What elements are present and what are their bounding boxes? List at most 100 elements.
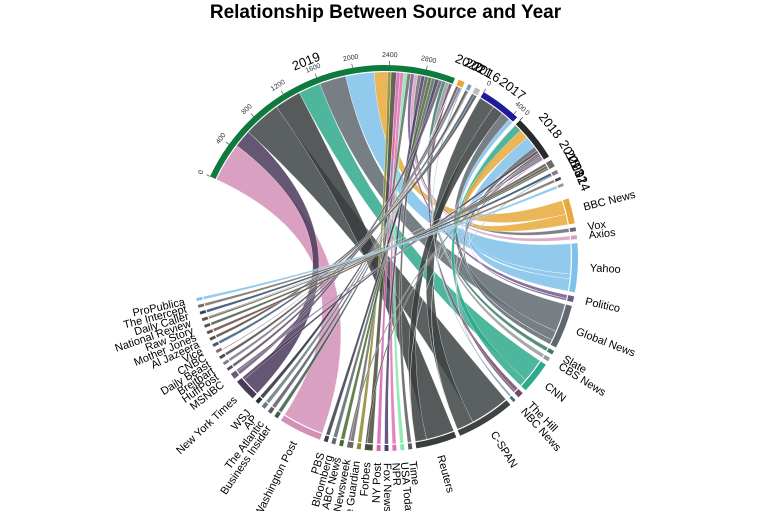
source-arc-vice: [212, 341, 220, 347]
source-arc-bloomberg: [331, 437, 337, 445]
year-arc-2015: [545, 159, 555, 170]
source-arc-new-york-times: [236, 378, 257, 399]
source-label-cnn: CNN: [542, 381, 568, 405]
source-label-axios: Axios: [588, 227, 617, 242]
tick-label-2019-800: 800: [241, 103, 254, 116]
source-label-fox-news: Fox News: [381, 463, 393, 511]
source-arc-the-intercept: [197, 303, 205, 308]
tick-mark: [519, 117, 524, 121]
source-label-yahoo: Yahoo: [589, 262, 621, 276]
source-arc-c-span: [457, 400, 511, 436]
ribbon-politico-2018: [469, 158, 567, 301]
source-arc-business-insider: [274, 411, 281, 419]
tick-mark: [225, 141, 230, 145]
source-arc-breitbart: [222, 359, 230, 366]
source-arc-ny-post: [376, 444, 381, 451]
year-arc-2013: [551, 169, 559, 176]
ribbon-forbes-2018: [365, 152, 540, 444]
ribbon-yahoo-2018: [464, 137, 570, 292]
year-arc-2021: [465, 83, 472, 91]
ribbon-propublica-2014: [202, 185, 558, 300]
source-arc-abc-news: [339, 439, 345, 447]
year-label-2014: 2014: [569, 161, 594, 193]
source-arc-cnn: [521, 361, 546, 391]
source-arc-forbes: [364, 443, 373, 451]
source-arc-the-atlantic: [267, 406, 275, 414]
year-arcs: [210, 65, 564, 188]
source-arc-nbc-news: [509, 395, 516, 403]
source-label-npr: NPR: [389, 462, 402, 486]
source-arc-daily-caller: [199, 310, 207, 315]
ribbon-the-intercept-2012: [204, 179, 556, 307]
ribbon-msnbc-2019: [237, 79, 443, 375]
tick-label-2019-0: 0: [197, 169, 205, 176]
source-arc-mother-jones: [206, 329, 214, 335]
source-arc-reuters: [415, 431, 457, 449]
source-arc-cbs-news: [542, 354, 551, 362]
source-label-c-span: C-SPAN: [488, 429, 520, 470]
ribbon-new-york-times-2019: [236, 131, 320, 394]
source-arc-washington-post: [280, 415, 322, 440]
source-arc-the-hill: [514, 388, 523, 398]
source-arc-national-review: [201, 316, 209, 322]
tick-mark: [280, 90, 284, 95]
source-label-time: Time: [406, 460, 421, 485]
tick-label-2019-2400: 2400: [382, 52, 398, 59]
source-arc-huffpost: [226, 364, 234, 371]
ribbon-new-york-times-2018: [242, 150, 539, 380]
year-label-2018: 2018: [536, 109, 566, 141]
chart-title: Relationship Between Source and Year: [209, 2, 562, 23]
ribbon-national-review-2015: [208, 167, 549, 320]
source-label-vox: Vox: [587, 219, 607, 234]
tick-label-2019-1200: 1200: [270, 79, 287, 93]
ribbon-nbc-news-2013: [456, 175, 553, 397]
ribbon-the-atlantic-2019: [271, 84, 453, 409]
year-arc-2012: [554, 176, 562, 182]
tick-mark: [426, 65, 428, 70]
source-arc-axios: [570, 235, 578, 240]
source-arc-cnbc: [215, 347, 223, 354]
source-label-bbc-news: BBC News: [582, 189, 637, 214]
source-arc-slate: [546, 348, 555, 355]
tick-label-2019-400: 400: [215, 132, 228, 146]
tick-mark: [206, 174, 211, 177]
ribbon-national-review-2018: [208, 159, 544, 318]
source-arc-raw-story: [204, 322, 211, 328]
source-arc-politico: [567, 295, 575, 303]
ribbon-newsweek-2018: [348, 155, 542, 441]
source-arc-propublica: [196, 296, 203, 302]
tick-mark: [483, 88, 487, 93]
source-arc-fox-news: [384, 444, 389, 451]
ribbon-fox-news-2019: [384, 75, 426, 445]
source-arc-bbc-news: [562, 198, 575, 225]
year-arc-2016: [472, 87, 481, 96]
source-arc-npr: [392, 444, 397, 451]
ribbon-daily-caller-2013: [206, 172, 552, 313]
year-arc-2014: [557, 183, 564, 188]
tick-mark: [314, 73, 317, 78]
source-arc-global-news: [550, 304, 572, 348]
source-arc-vox: [569, 227, 577, 232]
ribbon-business-insider-2019: [278, 84, 453, 413]
tick-label-2019-2000: 2000: [343, 54, 360, 64]
source-arc-wsj: [255, 396, 263, 404]
source-arc-usa-today: [400, 444, 405, 451]
tick-mark: [351, 63, 353, 68]
source-arc-ap: [261, 401, 269, 409]
source-arc-al-jazeera: [209, 335, 217, 341]
year-arc-2018: [515, 120, 550, 160]
source-arc-newsweek: [346, 441, 354, 449]
tick-label-2018-0: 0: [523, 109, 531, 117]
tick-label-2019-2800: 2800: [420, 55, 437, 65]
source-label-forbes: Forbes: [359, 461, 374, 497]
source-label-politico: Politico: [584, 296, 621, 315]
ribbons: [202, 71, 572, 445]
source-arc-msnbc: [230, 370, 240, 379]
source-arc-the-guardian: [356, 442, 362, 450]
year-arc-2019: [210, 65, 455, 179]
source-label-global-news: Global News: [574, 326, 637, 360]
source-arc-daily-beast: [219, 353, 226, 360]
source-label-ny-post: NY Post: [371, 463, 384, 504]
